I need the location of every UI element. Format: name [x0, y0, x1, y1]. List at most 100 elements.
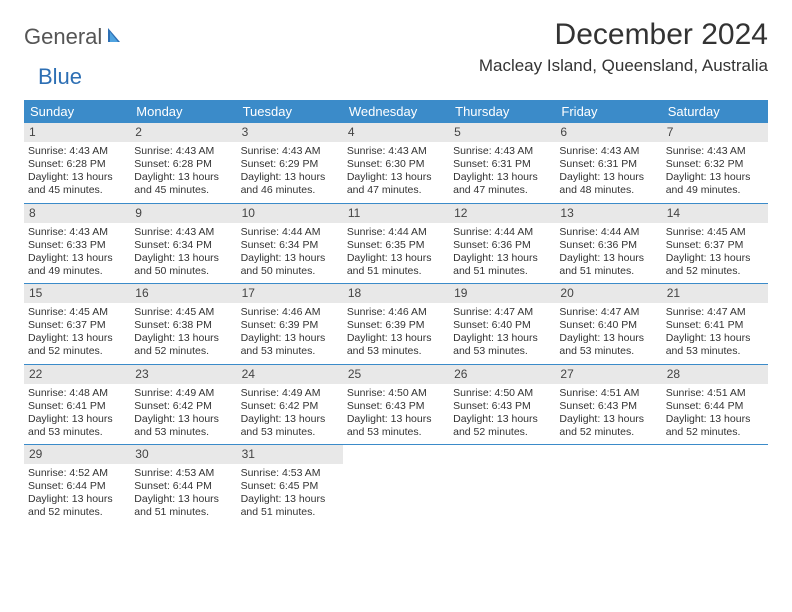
- sunrise-line: Sunrise: 4:43 AM: [134, 226, 232, 239]
- day-number: 21: [662, 284, 768, 303]
- day-number: 9: [130, 204, 236, 223]
- calendar-day-cell: 15Sunrise: 4:45 AMSunset: 6:37 PMDayligh…: [24, 284, 130, 364]
- day-number: 30: [130, 445, 236, 464]
- daylight-line: Daylight: 13 hours and 53 minutes.: [559, 332, 657, 358]
- sunset-line: Sunset: 6:45 PM: [241, 480, 339, 493]
- daylight-line: Daylight: 13 hours and 51 minutes.: [347, 252, 445, 278]
- daylight-line: Daylight: 13 hours and 53 minutes.: [666, 332, 764, 358]
- sunset-line: Sunset: 6:30 PM: [347, 158, 445, 171]
- day-details: Sunrise: 4:48 AMSunset: 6:41 PMDaylight:…: [24, 384, 130, 445]
- sunrise-line: Sunrise: 4:45 AM: [666, 226, 764, 239]
- day-number: 18: [343, 284, 449, 303]
- sunset-line: Sunset: 6:44 PM: [666, 400, 764, 413]
- calendar-header-cell: Monday: [130, 100, 236, 123]
- calendar-day-cell: 6Sunrise: 4:43 AMSunset: 6:31 PMDaylight…: [555, 123, 661, 203]
- calendar-week-row: 29Sunrise: 4:52 AMSunset: 6:44 PMDayligh…: [24, 445, 768, 525]
- calendar-week-row: 15Sunrise: 4:45 AMSunset: 6:37 PMDayligh…: [24, 284, 768, 365]
- sunset-line: Sunset: 6:35 PM: [347, 239, 445, 252]
- day-number: 3: [237, 123, 343, 142]
- page-title: December 2024: [479, 18, 768, 52]
- sunrise-line: Sunrise: 4:44 AM: [241, 226, 339, 239]
- calendar-day-cell: 12Sunrise: 4:44 AMSunset: 6:36 PMDayligh…: [449, 204, 555, 284]
- day-details: Sunrise: 4:51 AMSunset: 6:43 PMDaylight:…: [555, 384, 661, 445]
- sunrise-line: Sunrise: 4:51 AM: [666, 387, 764, 400]
- calendar-day-cell: 16Sunrise: 4:45 AMSunset: 6:38 PMDayligh…: [130, 284, 236, 364]
- day-number: 22: [24, 365, 130, 384]
- calendar-day-cell: 21Sunrise: 4:47 AMSunset: 6:41 PMDayligh…: [662, 284, 768, 364]
- logo-text-blue: Blue: [38, 64, 82, 90]
- sunrise-line: Sunrise: 4:44 AM: [453, 226, 551, 239]
- calendar-header-cell: Saturday: [662, 100, 768, 123]
- day-details: Sunrise: 4:45 AMSunset: 6:37 PMDaylight:…: [662, 223, 768, 284]
- sunrise-line: Sunrise: 4:50 AM: [453, 387, 551, 400]
- calendar-day-cell: 31Sunrise: 4:53 AMSunset: 6:45 PMDayligh…: [237, 445, 343, 525]
- sunrise-line: Sunrise: 4:47 AM: [559, 306, 657, 319]
- calendar-day-cell: 7Sunrise: 4:43 AMSunset: 6:32 PMDaylight…: [662, 123, 768, 203]
- daylight-line: Daylight: 13 hours and 53 minutes.: [453, 332, 551, 358]
- daylight-line: Daylight: 13 hours and 52 minutes.: [28, 493, 126, 519]
- calendar-day-cell: 9Sunrise: 4:43 AMSunset: 6:34 PMDaylight…: [130, 204, 236, 284]
- day-number: 7: [662, 123, 768, 142]
- logo-sail-icon: [106, 26, 126, 49]
- calendar-day-cell: 19Sunrise: 4:47 AMSunset: 6:40 PMDayligh…: [449, 284, 555, 364]
- sunset-line: Sunset: 6:31 PM: [559, 158, 657, 171]
- day-details: Sunrise: 4:52 AMSunset: 6:44 PMDaylight:…: [24, 464, 130, 525]
- sunset-line: Sunset: 6:36 PM: [453, 239, 551, 252]
- sunrise-line: Sunrise: 4:45 AM: [28, 306, 126, 319]
- sunset-line: Sunset: 6:44 PM: [134, 480, 232, 493]
- calendar-day-cell: 10Sunrise: 4:44 AMSunset: 6:34 PMDayligh…: [237, 204, 343, 284]
- day-details: Sunrise: 4:43 AMSunset: 6:30 PMDaylight:…: [343, 142, 449, 203]
- day-number: 6: [555, 123, 661, 142]
- daylight-line: Daylight: 13 hours and 52 minutes.: [666, 413, 764, 439]
- calendar-day-cell: .: [662, 445, 768, 525]
- calendar-day-cell: 3Sunrise: 4:43 AMSunset: 6:29 PMDaylight…: [237, 123, 343, 203]
- daylight-line: Daylight: 13 hours and 51 minutes.: [134, 493, 232, 519]
- day-number: 13: [555, 204, 661, 223]
- sunrise-line: Sunrise: 4:51 AM: [559, 387, 657, 400]
- day-details: Sunrise: 4:43 AMSunset: 6:32 PMDaylight:…: [662, 142, 768, 203]
- calendar-week-row: 8Sunrise: 4:43 AMSunset: 6:33 PMDaylight…: [24, 204, 768, 285]
- calendar-day-cell: 28Sunrise: 4:51 AMSunset: 6:44 PMDayligh…: [662, 365, 768, 445]
- sunrise-line: Sunrise: 4:49 AM: [241, 387, 339, 400]
- sunrise-line: Sunrise: 4:43 AM: [241, 145, 339, 158]
- calendar-day-cell: 23Sunrise: 4:49 AMSunset: 6:42 PMDayligh…: [130, 365, 236, 445]
- daylight-line: Daylight: 13 hours and 52 minutes.: [134, 332, 232, 358]
- sunrise-line: Sunrise: 4:53 AM: [241, 467, 339, 480]
- calendar-day-cell: 13Sunrise: 4:44 AMSunset: 6:36 PMDayligh…: [555, 204, 661, 284]
- sunset-line: Sunset: 6:32 PM: [666, 158, 764, 171]
- day-details: Sunrise: 4:43 AMSunset: 6:28 PMDaylight:…: [130, 142, 236, 203]
- day-number: 14: [662, 204, 768, 223]
- day-details: Sunrise: 4:53 AMSunset: 6:45 PMDaylight:…: [237, 464, 343, 525]
- calendar-day-cell: .: [343, 445, 449, 525]
- calendar-header-cell: Tuesday: [237, 100, 343, 123]
- sunset-line: Sunset: 6:38 PM: [134, 319, 232, 332]
- sunset-line: Sunset: 6:37 PM: [666, 239, 764, 252]
- calendar-day-cell: 25Sunrise: 4:50 AMSunset: 6:43 PMDayligh…: [343, 365, 449, 445]
- sunset-line: Sunset: 6:33 PM: [28, 239, 126, 252]
- day-number: 5: [449, 123, 555, 142]
- calendar-day-cell: 4Sunrise: 4:43 AMSunset: 6:30 PMDaylight…: [343, 123, 449, 203]
- day-details: Sunrise: 4:53 AMSunset: 6:44 PMDaylight:…: [130, 464, 236, 525]
- calendar-day-cell: 14Sunrise: 4:45 AMSunset: 6:37 PMDayligh…: [662, 204, 768, 284]
- daylight-line: Daylight: 13 hours and 53 minutes.: [134, 413, 232, 439]
- sunrise-line: Sunrise: 4:44 AM: [347, 226, 445, 239]
- sunset-line: Sunset: 6:34 PM: [134, 239, 232, 252]
- daylight-line: Daylight: 13 hours and 53 minutes.: [241, 413, 339, 439]
- daylight-line: Daylight: 13 hours and 48 minutes.: [559, 171, 657, 197]
- sunset-line: Sunset: 6:41 PM: [28, 400, 126, 413]
- sunrise-line: Sunrise: 4:53 AM: [134, 467, 232, 480]
- day-details: Sunrise: 4:43 AMSunset: 6:31 PMDaylight:…: [449, 142, 555, 203]
- daylight-line: Daylight: 13 hours and 45 minutes.: [134, 171, 232, 197]
- calendar-day-cell: 1Sunrise: 4:43 AMSunset: 6:28 PMDaylight…: [24, 123, 130, 203]
- daylight-line: Daylight: 13 hours and 52 minutes.: [28, 332, 126, 358]
- day-number: 12: [449, 204, 555, 223]
- daylight-line: Daylight: 13 hours and 49 minutes.: [666, 171, 764, 197]
- daylight-line: Daylight: 13 hours and 49 minutes.: [28, 252, 126, 278]
- day-details: Sunrise: 4:49 AMSunset: 6:42 PMDaylight:…: [130, 384, 236, 445]
- daylight-line: Daylight: 13 hours and 52 minutes.: [453, 413, 551, 439]
- daylight-line: Daylight: 13 hours and 53 minutes.: [241, 332, 339, 358]
- daylight-line: Daylight: 13 hours and 53 minutes.: [347, 332, 445, 358]
- daylight-line: Daylight: 13 hours and 47 minutes.: [347, 171, 445, 197]
- sunset-line: Sunset: 6:44 PM: [28, 480, 126, 493]
- day-details: Sunrise: 4:44 AMSunset: 6:35 PMDaylight:…: [343, 223, 449, 284]
